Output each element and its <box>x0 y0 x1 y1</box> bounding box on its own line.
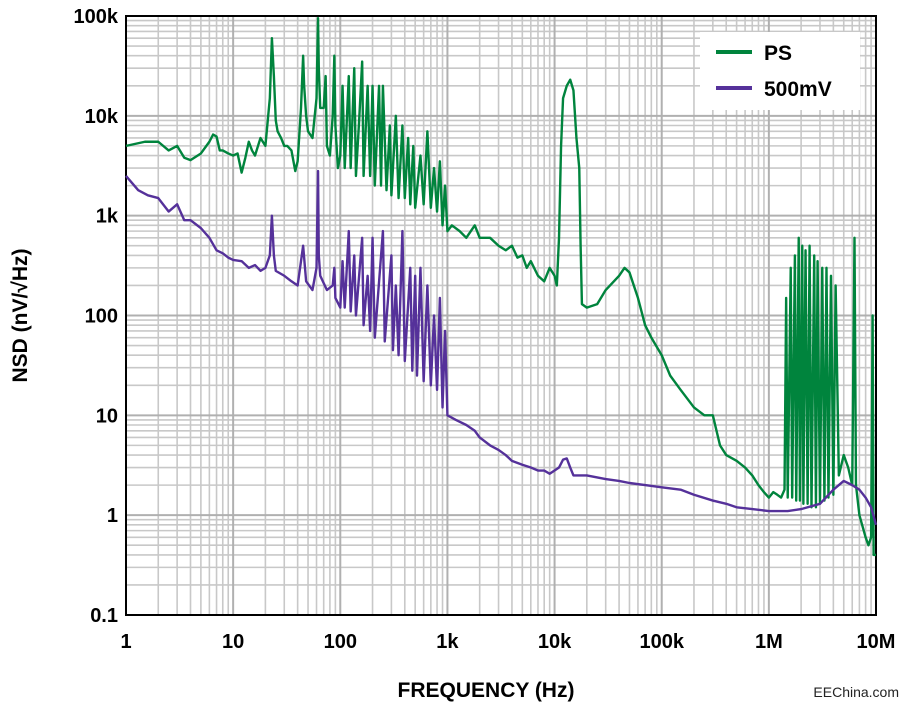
x-axis-label: FREQUENCY (Hz) <box>398 679 575 702</box>
x-tick-label: 1 <box>120 631 131 653</box>
legend-label-ps: PS <box>764 42 792 65</box>
y-tick-label: 100k <box>74 6 119 28</box>
legend-label-500mv: 500mV <box>764 78 832 101</box>
x-tick-label: 100k <box>639 631 684 653</box>
y-tick-label: 1 <box>107 505 118 527</box>
y-tick-label: 0.1 <box>90 605 118 627</box>
y-tick-label: 10k <box>85 106 119 128</box>
x-tick-label: 10 <box>222 631 244 653</box>
x-tick-label: 100 <box>324 631 357 653</box>
x-tick-label: 10k <box>538 631 572 653</box>
y-tick-label: 100 <box>85 306 118 328</box>
x-tick-label: 10M <box>857 631 896 653</box>
legend: PS 500mV <box>700 32 860 110</box>
x-tick-label: 1k <box>436 631 459 653</box>
legend-box <box>700 32 860 110</box>
plot-frame <box>125 15 877 616</box>
y-tick-label: 10 <box>96 405 118 427</box>
series-line-500mv <box>125 169 878 526</box>
y-tick-label: 1k <box>96 206 119 228</box>
y-tick-labels: 0.1 1 10 100 1k 10k 100k <box>74 6 119 627</box>
series-layer <box>125 17 878 557</box>
x-tick-labels: 1 10 100 1k 10k 100k 1M 10M <box>120 631 895 653</box>
watermark: EEChina.com <box>813 684 899 700</box>
y-axis-label: NSD (nV/√Hz) <box>9 248 32 382</box>
series-line-ps <box>125 17 876 557</box>
x-tick-label: 1M <box>755 631 783 653</box>
